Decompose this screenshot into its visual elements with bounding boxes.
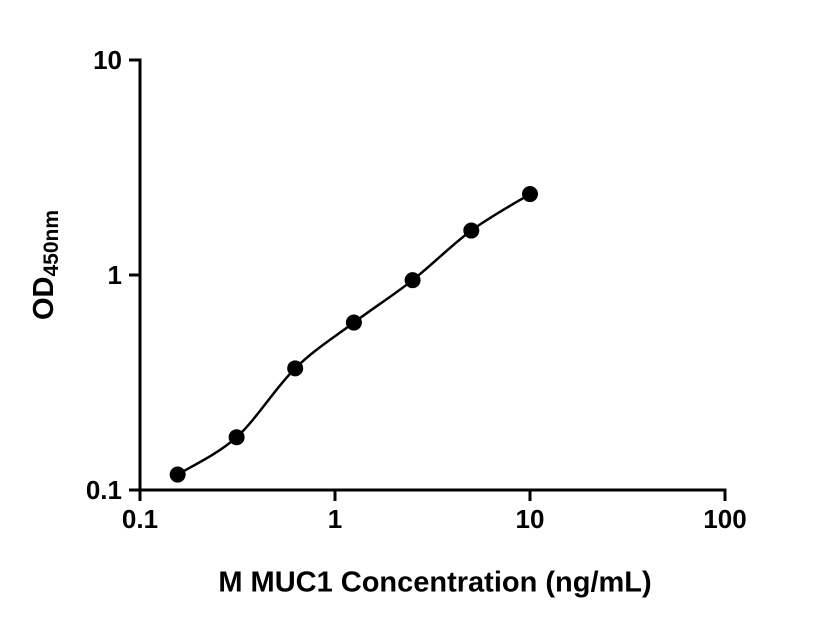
data-point bbox=[228, 429, 245, 446]
y-axis-title-subscript: 450nm bbox=[40, 209, 63, 277]
data-point bbox=[404, 272, 421, 289]
data-point bbox=[345, 314, 362, 331]
x-tick-label: 0.1 bbox=[122, 504, 158, 534]
data-point bbox=[463, 222, 480, 239]
x-tick-label: 100 bbox=[703, 504, 746, 534]
data-point bbox=[522, 186, 538, 203]
y-tick-label: 1 bbox=[108, 260, 122, 290]
y-tick-label: 0.1 bbox=[86, 475, 122, 505]
data-point bbox=[169, 466, 186, 483]
x-axis-title: M MUC1 Concentration (ng/mL) bbox=[218, 566, 652, 599]
x-tick-label: 10 bbox=[516, 504, 545, 534]
y-tick-label: 10 bbox=[93, 45, 122, 75]
data-point bbox=[287, 360, 304, 377]
y-axis-title-main: OD bbox=[28, 276, 60, 321]
x-tick-label: 1 bbox=[328, 504, 342, 534]
y-axis-title: OD450nm bbox=[28, 210, 64, 320]
